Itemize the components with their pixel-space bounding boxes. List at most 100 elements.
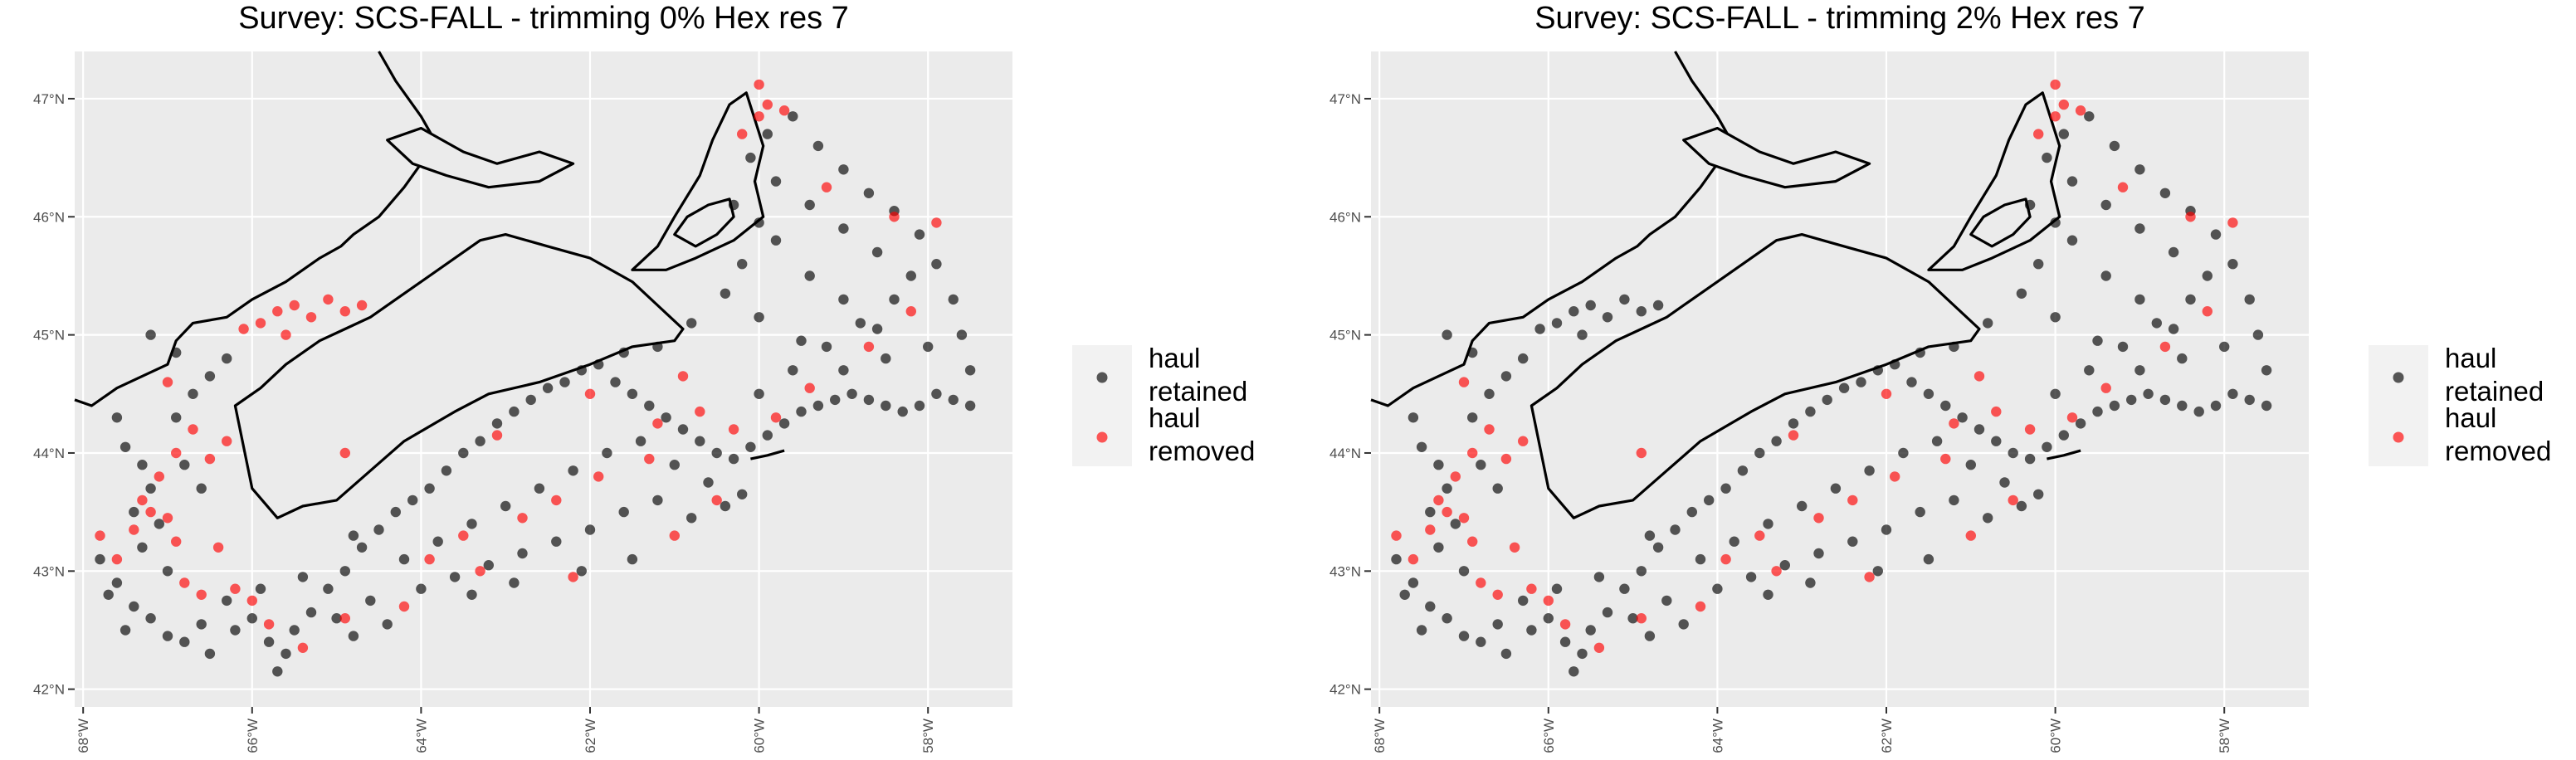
data-point [204,371,216,382]
data-point [263,619,275,630]
data-point [441,465,452,476]
data-point [230,583,241,594]
data-point [339,447,350,459]
data-point [770,176,782,187]
data-point [1602,607,1613,618]
data-point [2058,430,2069,441]
data-point [737,489,748,499]
data-point [111,412,123,423]
coastline-segment [1530,233,1981,519]
data-point [1771,566,1782,577]
data-point [95,530,105,541]
y-tick-label: 45°N [33,328,65,343]
data-point [263,636,275,647]
data-point [2159,394,2171,406]
data-point [677,424,689,435]
y-tick-label: 44°N [1329,446,1361,461]
data-point [838,294,849,305]
coastline-segment [2047,449,2081,460]
legend-label: haul [1149,402,1200,433]
data-point [956,329,968,340]
data-point [339,306,350,317]
data-point [804,270,815,281]
data-point [863,341,875,353]
data-point [821,341,832,353]
data-point [2143,388,2154,399]
data-point [255,318,266,329]
data-point [568,465,578,476]
data-point [863,188,875,198]
data-point [145,329,156,340]
legend-key [2393,372,2404,383]
data-point [222,595,232,607]
x-tick-label: 64°W [1710,719,1725,753]
data-point [948,394,959,406]
data-point [1856,377,1866,387]
data-point [272,306,283,317]
data-point [500,500,511,512]
data-point [762,430,773,441]
series-removed [1391,79,2238,653]
data-point [914,400,925,412]
data-point [889,294,900,305]
data-point [1838,382,1850,393]
data-point [509,406,520,417]
data-point [129,506,139,518]
legend-label: haul [2445,402,2496,433]
data-point [2159,341,2171,353]
data-point [931,217,942,228]
data-point [1509,542,1520,553]
data-point [1467,447,1478,459]
chart-panel-1: Survey: SCS-FALL - trimming 0% Hex res 7… [33,1,1255,753]
data-point [2134,365,2145,376]
data-point [2075,105,2086,116]
data-point [1949,418,1959,429]
data-point [179,577,190,588]
data-point [1526,625,1537,636]
data-point [1940,453,1951,465]
data-point [246,595,257,607]
data-point [1593,572,1605,582]
data-point [1890,359,1900,370]
data-point [1652,542,1664,553]
data-point [618,347,629,358]
data-point [1526,583,1537,594]
data-point [246,613,257,624]
data-point [2100,199,2111,211]
x-tick-label: 58°W [2217,719,2232,753]
series-removed [95,79,942,653]
data-point [525,394,536,406]
data-point [905,270,917,281]
data-point [584,388,596,399]
data-point [1949,341,1959,353]
data-point [1492,483,1503,494]
coastline-segment [631,91,765,271]
data-point [2092,335,2103,346]
legend-key [1096,431,1108,443]
data-point [1652,300,1664,311]
data-point [1391,553,1402,565]
data-point [1467,412,1478,423]
data-point [1450,471,1461,482]
data-point [855,318,866,329]
data-point [838,223,849,234]
data-point [1813,513,1824,524]
data-point [686,513,697,524]
y-tick-label: 47°N [1329,91,1361,107]
data-point [1720,483,1731,494]
data-point [1543,595,1554,607]
data-point [964,365,976,376]
data-point [796,335,807,346]
data-point [1636,306,1647,317]
legend-label: removed [2445,436,2551,466]
data-point [1408,577,1419,588]
data-point [1695,601,1706,612]
data-point [931,388,942,399]
data-point [120,441,131,452]
data-point [323,583,334,594]
data-point [398,601,410,612]
data-point [2252,329,2264,340]
data-point [517,513,528,524]
x-tick-label: 66°W [1541,719,1557,753]
data-point [1822,394,1832,406]
